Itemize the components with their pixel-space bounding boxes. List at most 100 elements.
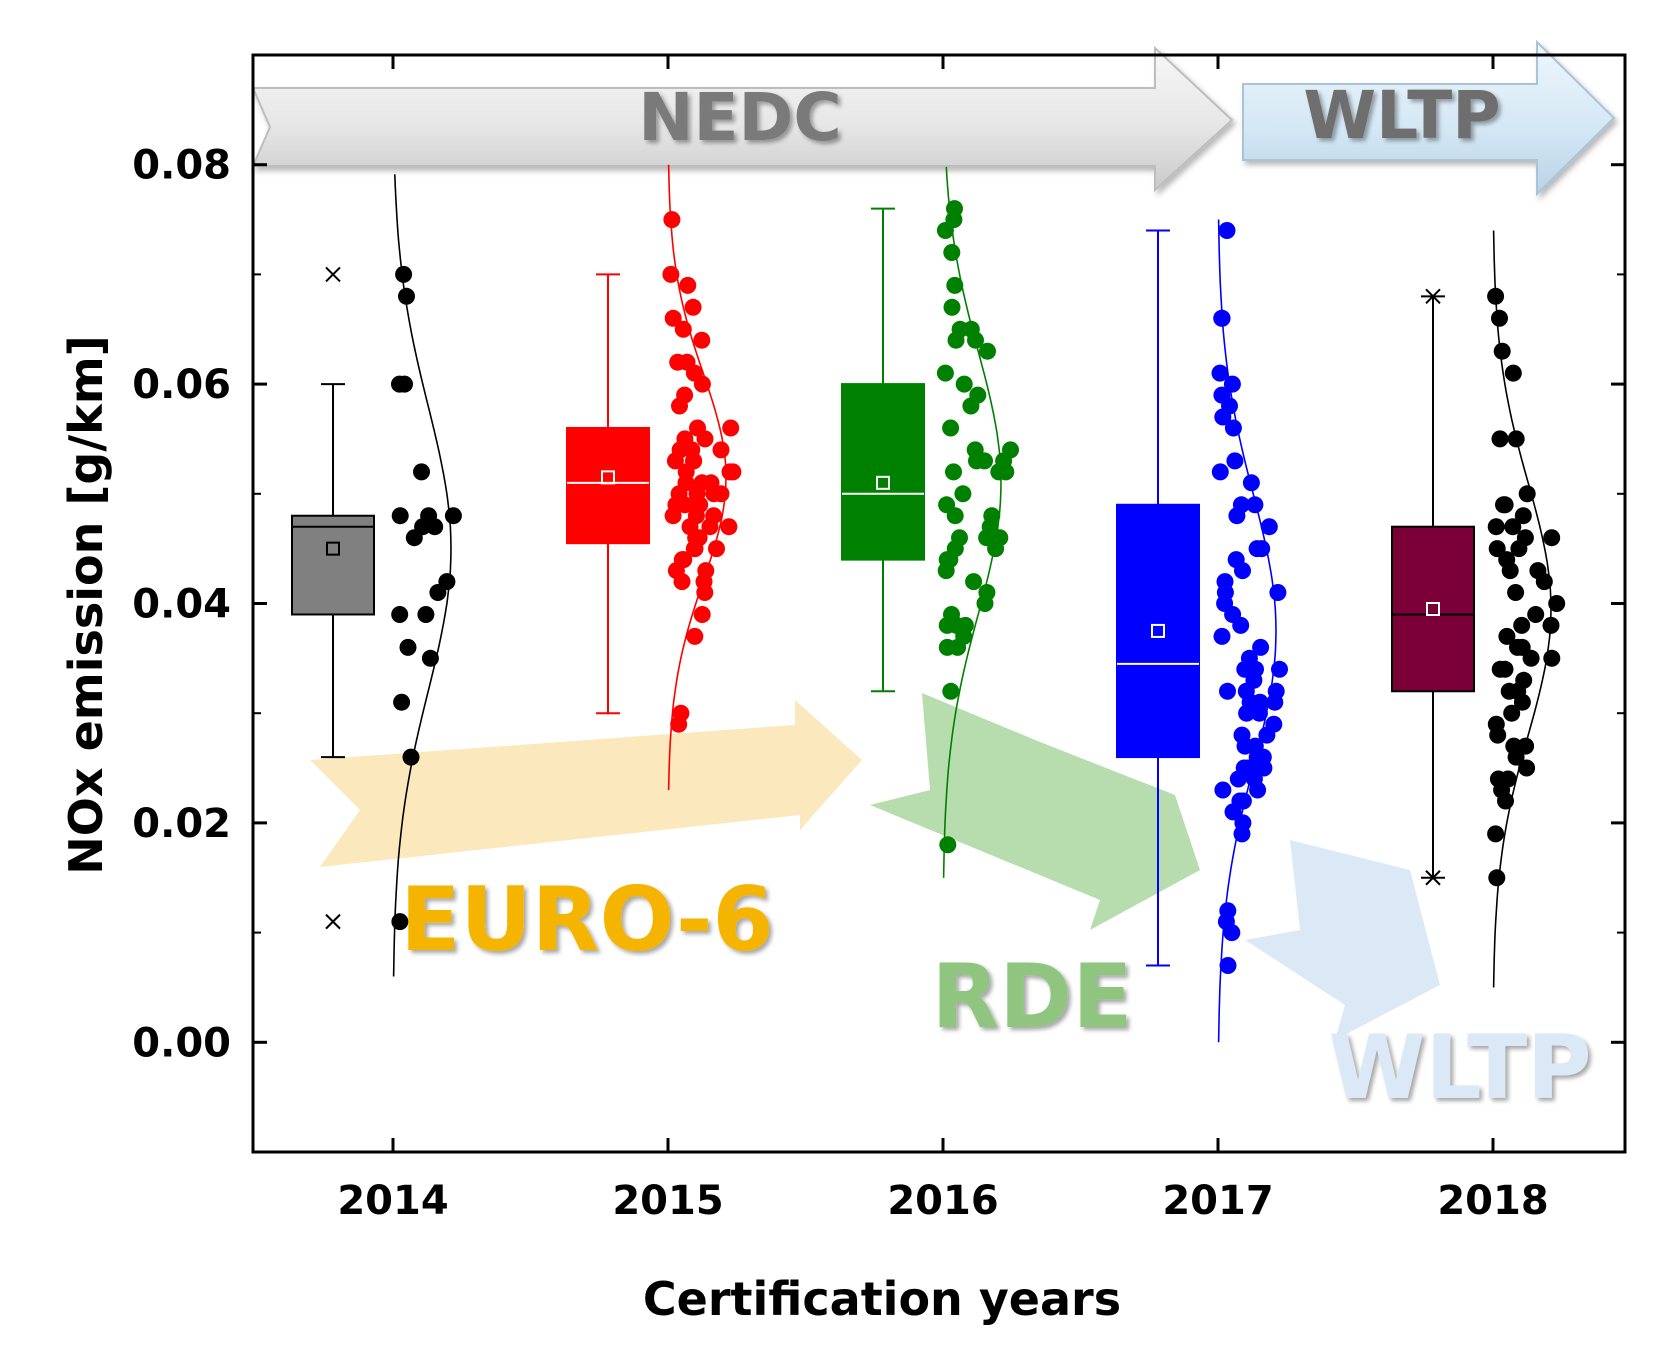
data-point bbox=[402, 748, 420, 766]
data-point bbox=[1543, 529, 1561, 547]
data-point bbox=[987, 540, 1005, 558]
data-point bbox=[1491, 430, 1509, 448]
data-point bbox=[708, 540, 725, 558]
data-point bbox=[674, 320, 692, 338]
data-point bbox=[943, 298, 961, 316]
data-point bbox=[945, 463, 962, 481]
data-point bbox=[722, 419, 740, 437]
data-point bbox=[946, 276, 964, 294]
data-point bbox=[1488, 540, 1506, 558]
data-point bbox=[1219, 957, 1237, 974]
data-point bbox=[696, 584, 714, 601]
data-point bbox=[1224, 803, 1242, 821]
nedc-banner-label: NEDC bbox=[638, 79, 842, 156]
y-axis-title: NOx emission [g/km] bbox=[59, 335, 113, 874]
data-point bbox=[979, 342, 996, 360]
data-point bbox=[1504, 518, 1522, 536]
data-point bbox=[1248, 540, 1266, 558]
data-point bbox=[967, 331, 984, 349]
data-point bbox=[1488, 869, 1506, 887]
x-tick-label: 2016 bbox=[887, 1178, 998, 1224]
data-point bbox=[1493, 342, 1511, 360]
data-point bbox=[939, 836, 957, 854]
mean-marker bbox=[601, 470, 615, 485]
data-point bbox=[1514, 507, 1532, 525]
data-point bbox=[976, 595, 994, 612]
data-point bbox=[1507, 584, 1525, 601]
x-tick-label: 2017 bbox=[1162, 1178, 1273, 1224]
data-point bbox=[1489, 726, 1507, 744]
data-point bbox=[671, 397, 688, 415]
max-marker bbox=[325, 266, 341, 283]
data-point bbox=[936, 222, 954, 239]
data-point bbox=[421, 649, 439, 667]
data-point bbox=[662, 265, 680, 283]
data-point bbox=[1223, 375, 1241, 393]
data-point bbox=[664, 507, 682, 525]
data-point bbox=[685, 540, 703, 558]
data-point bbox=[673, 573, 691, 591]
data-point bbox=[1501, 562, 1519, 580]
data-point bbox=[1487, 287, 1505, 305]
data-point bbox=[398, 287, 415, 305]
data-point bbox=[693, 331, 711, 349]
data-point bbox=[1233, 825, 1251, 843]
data-point bbox=[1266, 693, 1284, 711]
x-tick-label: 2018 bbox=[1437, 1178, 1548, 1224]
data-point bbox=[426, 518, 444, 536]
max-marker bbox=[1425, 288, 1441, 305]
data-point bbox=[1242, 474, 1260, 492]
data-point bbox=[1498, 627, 1516, 645]
data-point bbox=[679, 276, 697, 294]
data-point bbox=[413, 463, 430, 481]
data-point bbox=[693, 375, 711, 393]
data-point bbox=[1234, 792, 1252, 810]
data-point bbox=[1218, 222, 1236, 239]
data-point bbox=[1510, 540, 1528, 558]
euro6-label: EURO-6 bbox=[400, 868, 774, 971]
data-point bbox=[1517, 737, 1535, 755]
data-point bbox=[1246, 496, 1264, 514]
data-point bbox=[393, 693, 411, 711]
data-point bbox=[1223, 924, 1241, 942]
x-tick-label: 2014 bbox=[337, 1178, 448, 1224]
y-tick-label: 0.04 bbox=[132, 582, 231, 628]
data-point bbox=[391, 507, 409, 525]
wltp-label: WLTP bbox=[1328, 1016, 1591, 1119]
data-point bbox=[1543, 649, 1561, 667]
data-point bbox=[1269, 584, 1287, 601]
box bbox=[841, 383, 925, 561]
data-point bbox=[943, 244, 961, 261]
mean-marker bbox=[876, 475, 890, 490]
y-tick-label: 0.06 bbox=[132, 362, 231, 408]
data-point bbox=[1238, 704, 1256, 722]
box bbox=[291, 514, 375, 616]
marker-stroke bbox=[325, 266, 341, 283]
data-point bbox=[1234, 562, 1251, 580]
data-point bbox=[686, 627, 704, 645]
wltp-arrow bbox=[1245, 840, 1440, 1040]
data-point bbox=[670, 715, 688, 733]
y-tick-label: 0.02 bbox=[132, 801, 231, 847]
data-point bbox=[1497, 792, 1514, 810]
data-point bbox=[1487, 518, 1505, 536]
data-point bbox=[417, 606, 435, 623]
rde-arrow bbox=[870, 693, 1200, 930]
mean-marker bbox=[1151, 623, 1165, 638]
data-point bbox=[664, 309, 682, 327]
data-point bbox=[1252, 638, 1270, 656]
data-point bbox=[1229, 770, 1247, 788]
data-point bbox=[1260, 518, 1278, 536]
data-point bbox=[968, 452, 985, 470]
mean-marker bbox=[1426, 601, 1440, 616]
marker-stroke bbox=[1425, 288, 1441, 305]
data-point bbox=[965, 573, 983, 591]
euro6-arrow bbox=[310, 700, 862, 867]
data-point bbox=[1507, 430, 1525, 448]
data-point bbox=[1513, 693, 1531, 711]
data-point bbox=[663, 211, 681, 229]
min-marker bbox=[1425, 870, 1441, 886]
data-point bbox=[949, 638, 967, 656]
data-point bbox=[1258, 726, 1276, 744]
